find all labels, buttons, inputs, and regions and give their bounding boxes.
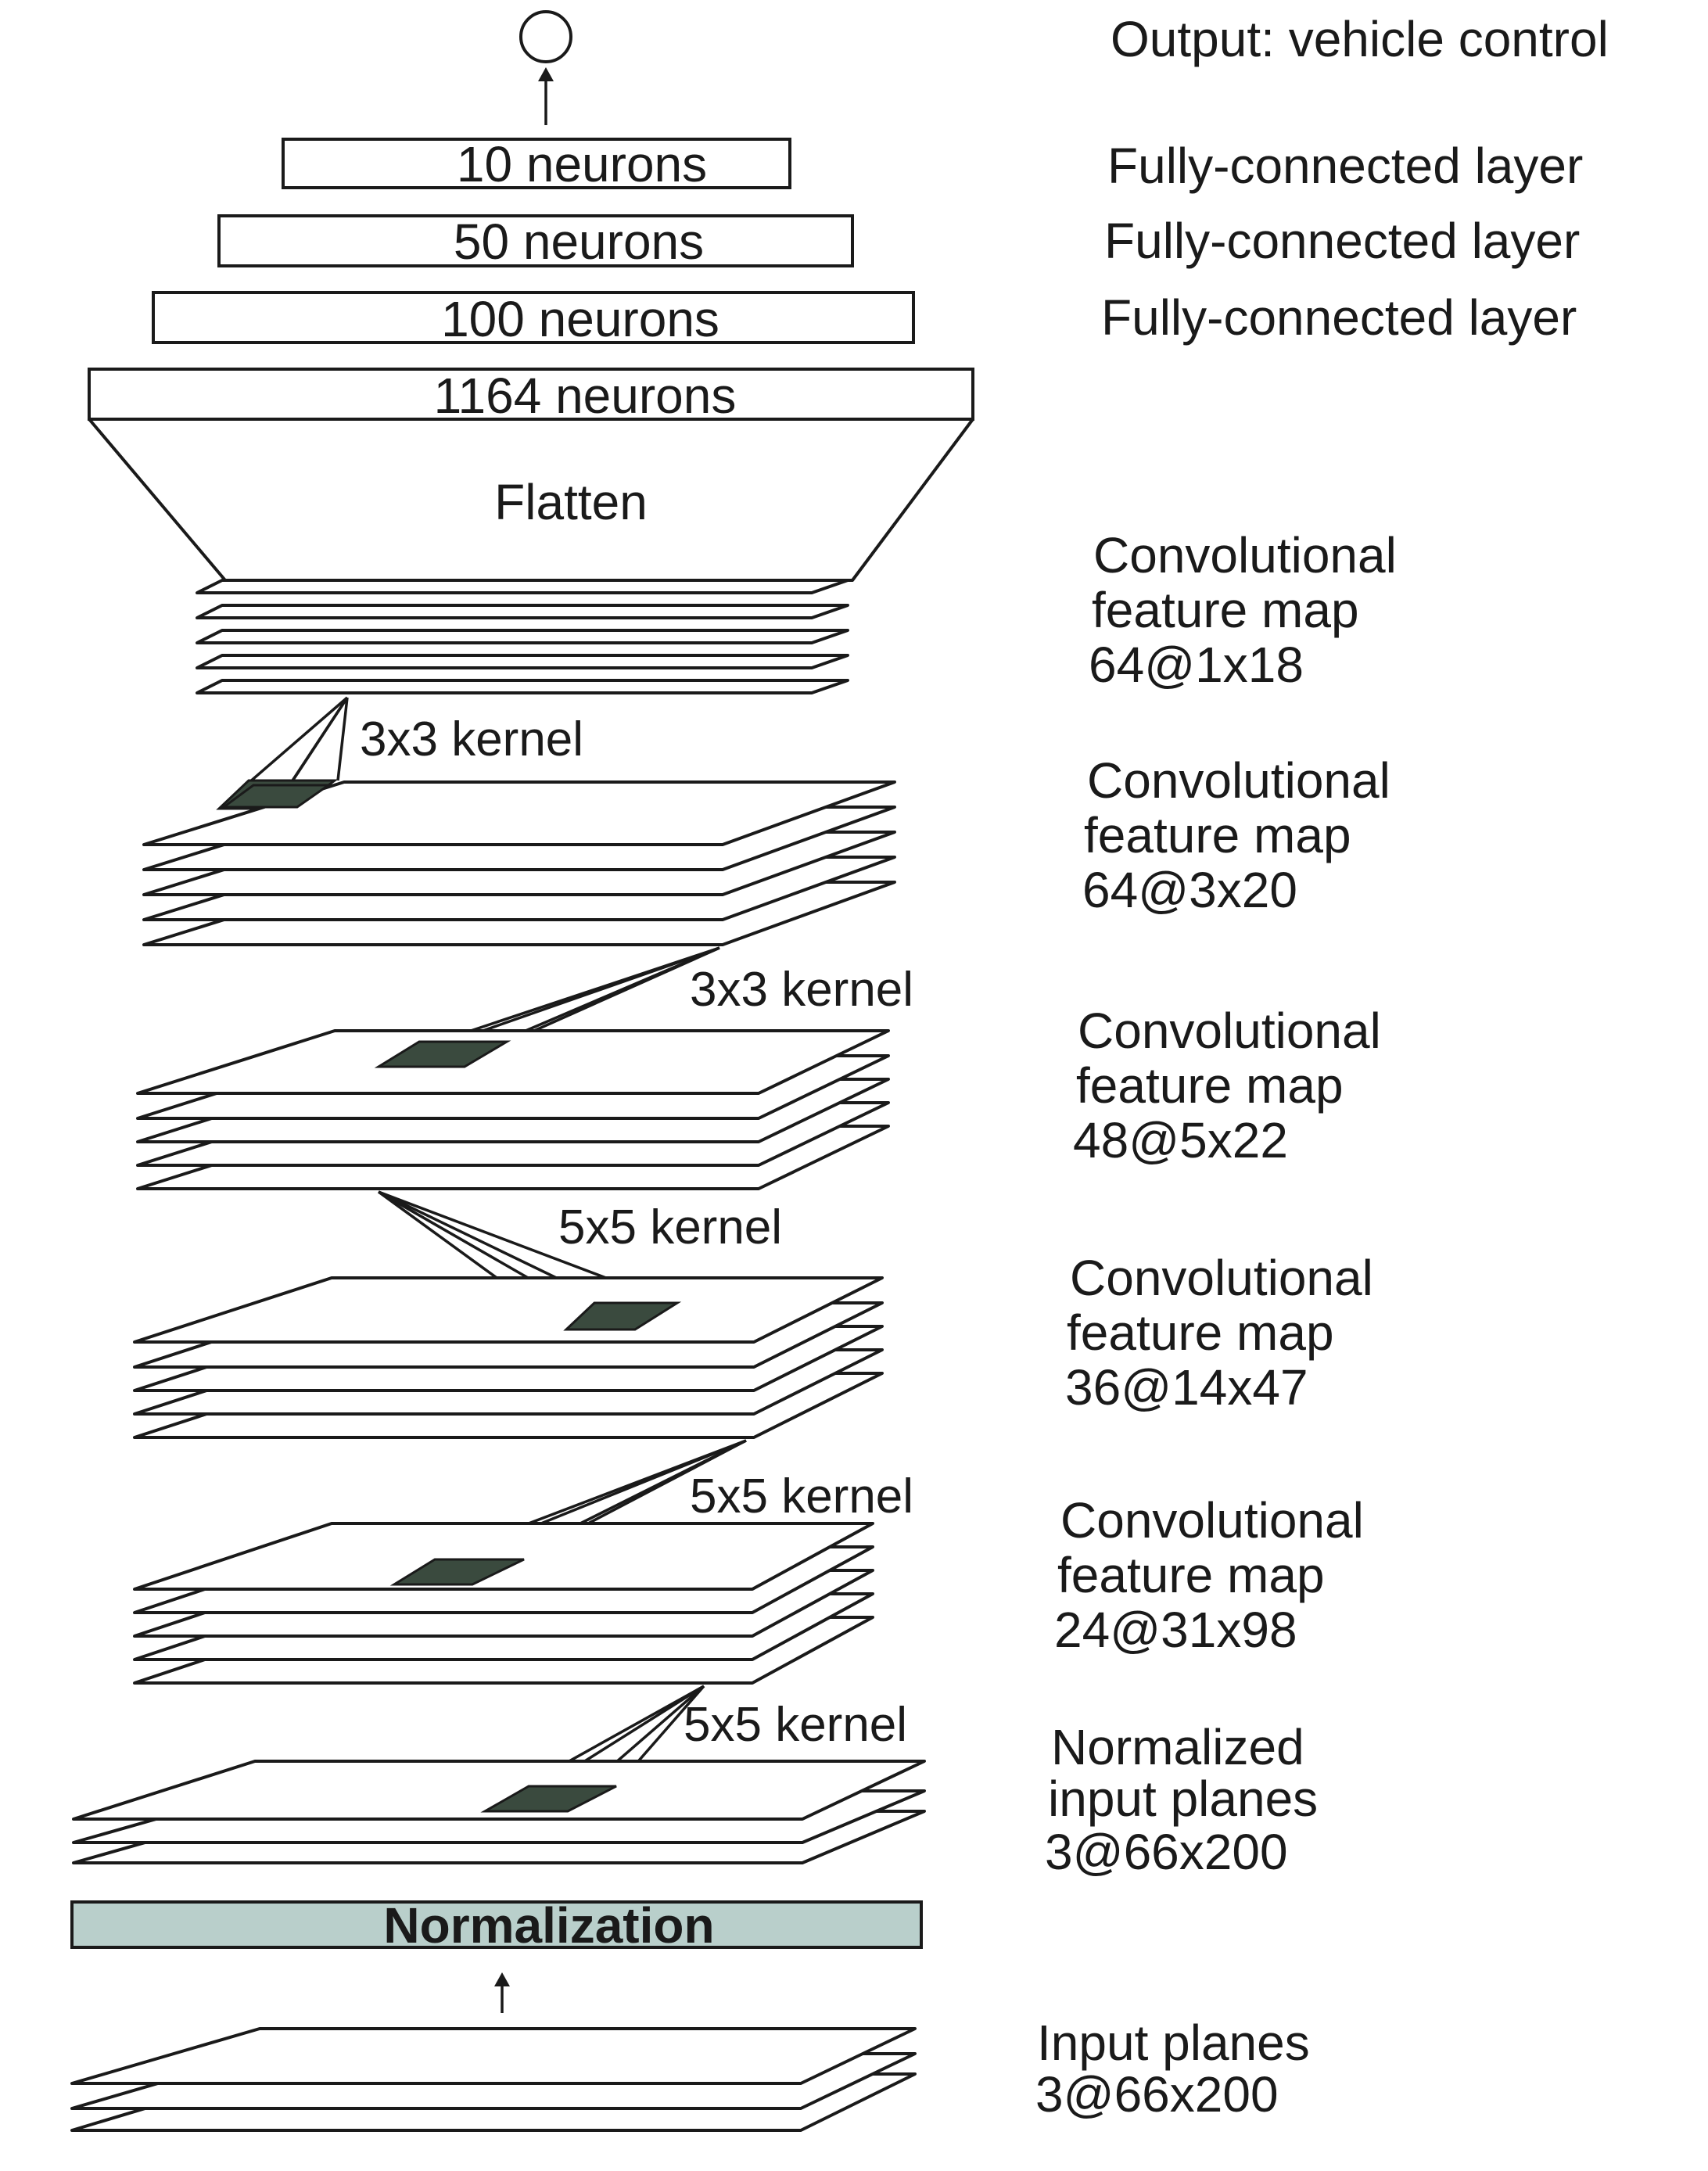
fc-layer-100-neurons: 100 neurons [441,291,719,347]
kernel-label-2: 3x3 kernel [690,963,913,1017]
normalized-input-line2: input planes [1048,1771,1318,1827]
feature-map-36x14x47 [133,1276,884,1439]
fm1-line3: 64@1x18 [1089,637,1304,693]
fm3-line2: feature map [1076,1057,1344,1114]
fc-layer-10 [282,138,791,189]
fc-layer-50 [217,214,854,267]
fc-layer-50-neurons: 50 neurons [454,214,704,270]
normalized-input-line1: Normalized [1051,1719,1304,1775]
fm5-line1: Convolutional [1060,1492,1364,1548]
output-label: Output: vehicle control [1111,11,1609,67]
fm5-line3: 24@31x98 [1054,1602,1297,1658]
fm4-line2: feature map [1067,1304,1334,1361]
fm2-line2: feature map [1084,807,1351,863]
normalization-bar [70,1900,923,1949]
feature-map-48x5x22 [136,1029,890,1190]
fm1-line1: Convolutional [1093,527,1397,583]
input-planes-line1: Input planes [1037,2015,1310,2071]
kernel-label-1: 3x3 kernel [360,712,583,766]
fm4-line3: 36@14x47 [1065,1359,1308,1416]
feature-map-64x1x18 [196,579,849,694]
fm3-line3: 48@5x22 [1073,1112,1288,1168]
input-planes [70,2027,917,2132]
fc-layer-10-neurons: 10 neurons [457,136,707,192]
flatten-trapezoid [88,418,974,582]
kernel-label-5: 5x5 kernel [684,1698,907,1752]
normalization-label: Normalization [383,1897,714,1954]
fc-label-50: Fully-connected layer [1104,213,1580,269]
fc-layer-100 [152,291,915,344]
fm3-line1: Convolutional [1078,1003,1381,1059]
fm1-line2: feature map [1092,582,1359,638]
fm5-line2: feature map [1057,1547,1325,1603]
fc-label-100: Fully-connected layer [1101,289,1577,346]
kernel-label-4: 5x5 kernel [690,1469,913,1523]
normalized-input-line3: 3@66x200 [1045,1824,1288,1880]
normalized-input-planes [72,1760,926,1864]
fm2-line3: 64@3x20 [1082,862,1297,918]
input-arrow-head [494,1972,510,1986]
fc-label-10: Fully-connected layer [1107,138,1583,194]
feature-map-64x3x20 [142,780,896,946]
flatten-label: Flatten [494,474,648,530]
feature-map-24x31x98 [133,1522,874,1685]
input-planes-line2: 3@66x200 [1035,2066,1279,2123]
output-arrow-head [538,67,554,81]
kernel-label-3: 5x5 kernel [558,1200,782,1254]
fc-layer-1164-neurons: 1164 neurons [434,368,737,424]
output-node [519,10,572,63]
fm4-line1: Convolutional [1070,1250,1373,1306]
fm2-line1: Convolutional [1087,752,1390,809]
